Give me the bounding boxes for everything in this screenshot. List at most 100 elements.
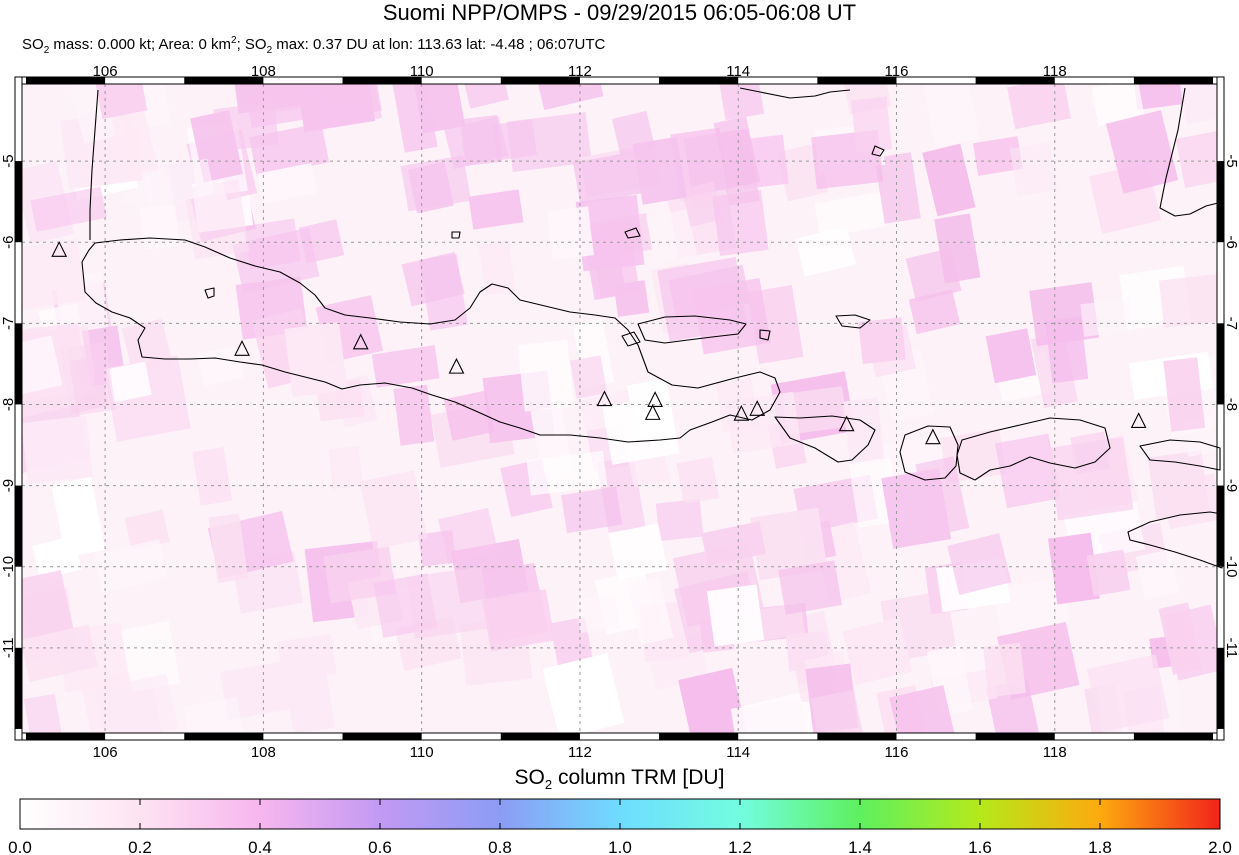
frame-bar-top [975, 77, 1055, 84]
so2-cell [922, 143, 976, 217]
so2-cell [462, 84, 509, 109]
so2-cell [1047, 532, 1100, 605]
triangle-icon [448, 357, 465, 374]
lon-tick-label-top: 114 [726, 63, 750, 80]
so2-cell [701, 521, 767, 566]
lon-tick-label-bottom: 118 [1043, 744, 1067, 761]
lon-tick-label-top: 116 [885, 63, 909, 80]
map-subtitle: SO2 mass: 0.000 kt; Area: 0 km2; SO2 max… [22, 35, 606, 56]
lon-tick-label-bottom: 110 [410, 744, 434, 761]
so2-cell [371, 345, 440, 388]
so2-cell [858, 317, 906, 364]
frame-bar-bottom [659, 733, 739, 740]
so2-cell [714, 84, 765, 121]
lat-tick-label-right: -10 [1223, 556, 1239, 578]
lombok-island [899, 425, 959, 481]
sumbawa-island [956, 417, 1111, 481]
so2-cell [692, 278, 771, 355]
so2-cell [140, 158, 215, 208]
so2-cell [283, 665, 335, 733]
so2-cell [730, 697, 809, 733]
so2-cell [947, 533, 1012, 596]
colorbar-tick-label: 1.0 [608, 838, 632, 855]
so2-cell [810, 689, 869, 733]
frame-bar-top [342, 77, 422, 84]
so2-cell [213, 101, 280, 152]
so2-cell [220, 660, 296, 720]
lat-tick-label-right: -9 [1223, 479, 1239, 492]
so2-cell [1047, 437, 1134, 521]
frame-bar-top [1133, 77, 1214, 84]
frame-bar-top [817, 77, 897, 84]
colorbar-tick-label: 0.4 [248, 838, 272, 855]
lat-tick-label-right: -7 [1223, 317, 1239, 330]
lon-tick-label-top: 118 [1043, 63, 1067, 80]
colorbar-tick-label: 1.6 [968, 838, 992, 855]
frame-bar-left [15, 161, 22, 243]
colorbar-tick-label: 1.8 [1088, 838, 1112, 855]
so2-cell [1175, 128, 1217, 188]
axis-tick-labels: 106 106 108 108 110 110 112 112 114 114 116 116 118 1… [0, 63, 1239, 761]
so2-cell [889, 685, 958, 733]
triangle-icon [749, 400, 766, 416]
lat-tick-label-left: -8 [0, 398, 17, 411]
colorbar: 0.0 0.2 0.4 0.6 0.8 1.0 1.2 1.4 1.6 1.8 2.0 [8, 798, 1232, 855]
so2-cell [208, 513, 249, 583]
frame-bar-bottom [817, 733, 897, 740]
so2-cell [407, 161, 454, 214]
so2-cell [655, 498, 704, 542]
lat-tick-label-left: -6 [0, 236, 17, 249]
frame-bar-bottom [975, 733, 1055, 740]
sumatra-coast [89, 89, 99, 240]
so2-cell [93, 539, 168, 593]
frame-bar-left [15, 323, 22, 405]
so2-cell [256, 162, 318, 204]
so2-cell [481, 589, 555, 652]
so2-cell [393, 384, 435, 446]
triangle-icon [234, 340, 250, 356]
so2-cell [994, 433, 1061, 509]
so2-cell [32, 535, 82, 580]
so2-cell [359, 470, 428, 550]
so2-cell [468, 189, 524, 230]
so2-cell [1176, 84, 1217, 125]
map-frame [14, 76, 1225, 741]
so2-cell [196, 345, 245, 387]
lat-tick-label-right: -5 [1223, 154, 1239, 167]
so2-cell [51, 477, 106, 558]
frame-bar-top [500, 77, 580, 84]
so2-cell [328, 445, 363, 490]
so2-cell [1135, 549, 1179, 600]
so2-cell [842, 617, 913, 686]
so2-cell [874, 152, 921, 224]
so2-cell [401, 251, 465, 307]
so2-cell [725, 391, 801, 454]
triangle-icon [925, 428, 941, 445]
so2-cell [993, 577, 1071, 640]
lon-tick-label-bottom: 116 [885, 744, 909, 761]
small-island-c [759, 329, 771, 341]
so2-cell [842, 397, 885, 467]
lon-tick-label-bottom: 108 [251, 744, 276, 761]
so2-cell [22, 415, 93, 484]
so2-cell [676, 456, 720, 505]
so2-cell [478, 241, 516, 296]
so2-cell [850, 96, 893, 153]
so2-cell [1158, 271, 1217, 328]
so2-column-cells [22, 84, 1217, 733]
so2-cell [542, 653, 625, 733]
so2-cell [1091, 84, 1145, 127]
lon-tick-label-top: 108 [251, 63, 276, 80]
so2-cell [67, 341, 116, 416]
so2-cell [183, 696, 246, 733]
small-island-a [871, 145, 885, 157]
frame-bar-bottom [500, 733, 580, 740]
so2-cell [192, 447, 233, 506]
so2-cell [1163, 357, 1206, 432]
lat-tick-label-right: -8 [1223, 398, 1239, 411]
colorbar-tick-label: 1.2 [728, 838, 752, 855]
so2-cell [982, 642, 1026, 698]
so2-cell [570, 355, 608, 399]
java-island [81, 237, 781, 443]
